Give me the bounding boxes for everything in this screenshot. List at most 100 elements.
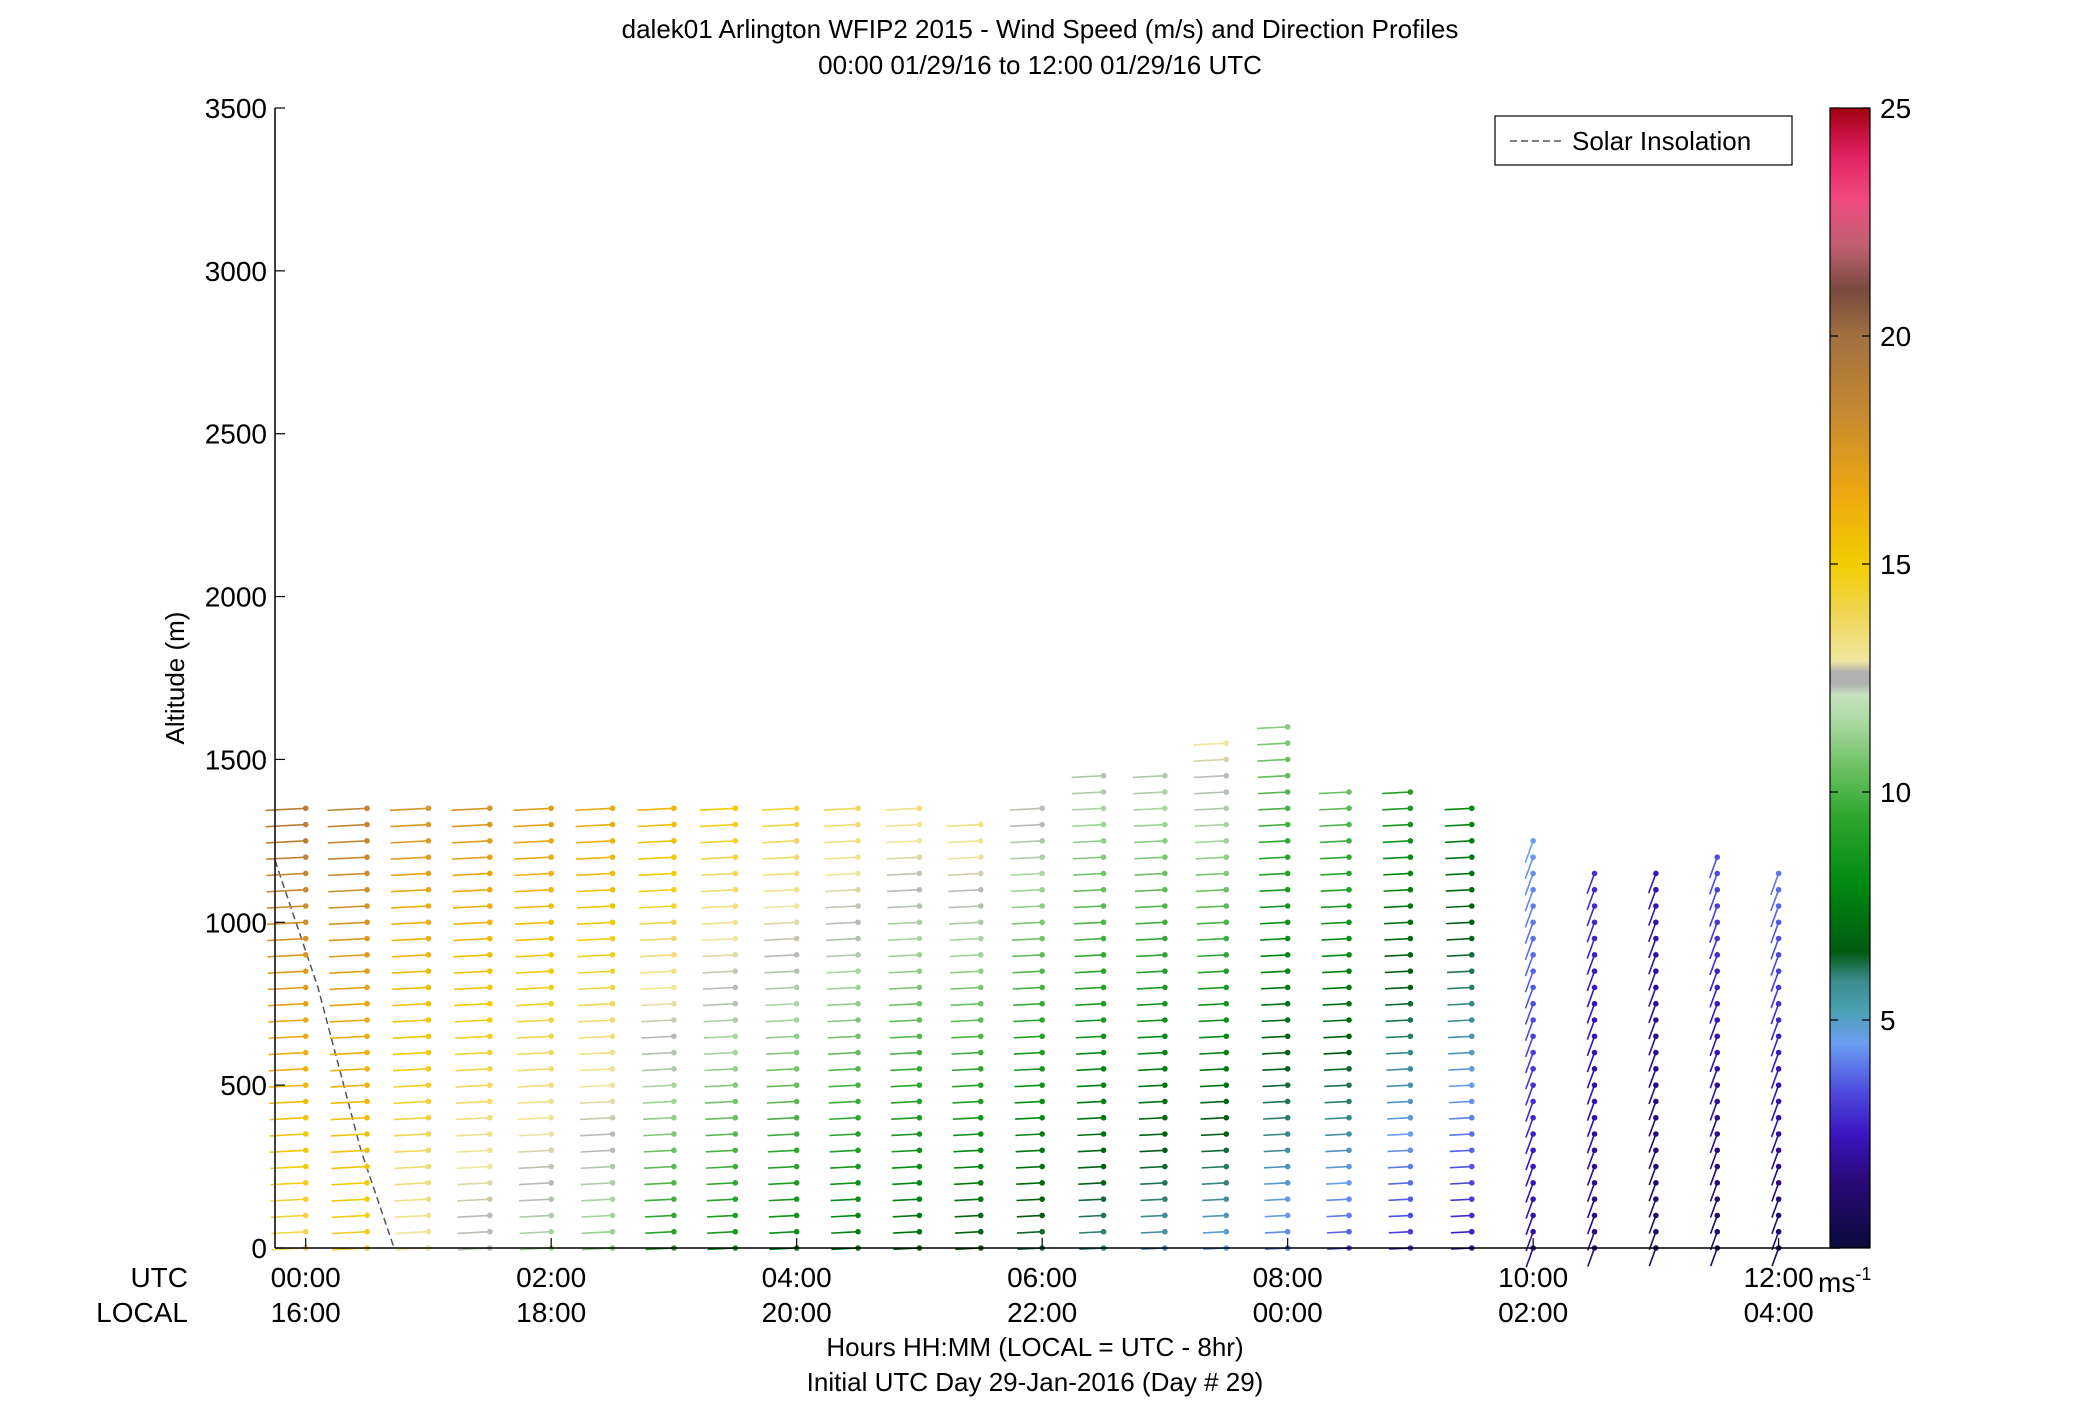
wind-barb-shaft [1709,1019,1719,1040]
wind-barb-shaft [1075,1019,1104,1023]
wind-barb-point [1223,1147,1230,1154]
wind-barb-shaft [1648,1166,1657,1186]
wind-barb-point [548,1180,554,1186]
wind-barb-shaft [392,1002,429,1007]
wind-barb-shaft [639,921,674,925]
wind-barb-shaft [1261,1002,1288,1006]
wind-barb-point [1039,870,1045,877]
wind-barb-shaft [1014,1084,1043,1088]
wind-barb-shaft [1078,1182,1104,1185]
wind-barb-shaft [1261,1035,1288,1039]
wind-barb-shaft [1136,954,1165,958]
wind-barb-point [609,805,616,812]
wind-barb-shaft [1263,1149,1288,1153]
wind-barb-shaft [1770,1101,1780,1122]
wind-barb-point [548,1131,554,1137]
wind-barb-shaft [885,807,920,811]
wind-barb-shaft [889,1019,920,1023]
wind-barb-point [1714,1049,1721,1056]
x-tick-label-utc: 12:00 [1744,1262,1814,1293]
wind-barb-shaft [1078,1230,1104,1234]
wind-barb-shaft [1771,1247,1780,1267]
wind-barb-shaft [1320,872,1350,876]
wind-barb-point [1284,919,1291,926]
wind-barb-shaft [1262,1068,1288,1071]
wind-barb-shaft [947,823,981,828]
wind-barb-point [1223,1098,1230,1105]
wind-barb-shaft [1525,1198,1534,1219]
wind-barb-shaft [1446,954,1472,957]
wind-barb-shaft [392,1035,429,1039]
wind-barb-point [364,870,370,877]
wind-barb-shaft [1197,937,1227,941]
wind-barb-point [1653,1098,1659,1105]
wind-barb-shaft [1134,888,1165,893]
wind-barb-point [1591,1049,1598,1056]
wind-barb-shaft [1524,1068,1534,1090]
wind-barb-point [609,838,616,844]
wind-barb-point [302,1228,309,1235]
wind-barb-point [671,903,677,909]
wind-barb-point [1346,1017,1352,1023]
wind-barb-shaft [451,807,490,812]
wind-barb-shaft [1197,970,1227,974]
wind-barb-shaft [515,986,552,991]
wind-barb-point [609,870,616,877]
wind-barb-shaft [950,986,981,990]
wind-barb-point [302,1098,309,1105]
wind-barb-point [977,903,984,909]
wind-barb-point [1346,935,1352,942]
wind-barb-shaft [1137,1051,1165,1055]
wind-barb-shaft [1015,1165,1043,1169]
wind-barb-point [1223,1196,1230,1202]
wind-barb-shaft [331,1182,368,1186]
wind-barb-shaft [829,1133,859,1137]
wind-barb-point [1468,919,1475,926]
wind-barb-shaft [1709,905,1719,927]
wind-barb-point [1223,1000,1230,1007]
wind-barb-shaft [331,1149,368,1153]
wind-barb-point [1407,1049,1414,1056]
wind-barb-point [1775,1017,1782,1023]
wind-barb-shaft [1198,986,1227,990]
wind-barb-point [732,1114,739,1121]
wind-barb-point [302,821,309,828]
wind-barb-point [855,1196,861,1202]
wind-barb-point [1284,1098,1291,1105]
wind-barb-shaft [887,921,920,925]
wind-barb-point [671,952,677,958]
wind-barb-shaft [1586,987,1596,1008]
wind-barb-shaft [706,1182,736,1186]
wind-barb-shaft [827,1019,859,1023]
wind-barb-point [916,1066,923,1072]
wind-barb-point [548,1082,554,1088]
wind-barb-point [855,919,861,926]
wind-barb-point [425,1212,432,1219]
wind-barb-shaft [330,1100,368,1105]
wind-barb-shaft [762,856,797,860]
wind-barb-shaft [519,1214,552,1218]
wind-barb-point [364,854,370,860]
wind-barb-point [1284,952,1291,958]
wind-barb-shaft [1013,1019,1043,1023]
wind-barb-point [1653,1066,1659,1072]
wind-barb-shaft [1388,1182,1411,1185]
wind-barb-shaft [1770,922,1780,944]
wind-barb-point [732,886,739,893]
wind-barb-point [1346,1163,1352,1170]
wind-barb-shaft [270,1214,306,1219]
wind-barb-point [548,1017,554,1023]
wind-barb-point [1653,1017,1659,1023]
wind-barb-point [1530,1180,1536,1186]
wind-barb-point [1100,854,1107,860]
wind-barb-point [1714,1114,1721,1121]
legend-entry-solar-insolation: Solar Insolation [1572,126,1751,156]
wind-barb-point [302,870,309,877]
wind-barb-point [671,1082,677,1088]
wind-barb-point [1162,1049,1168,1056]
wind-barb-point [977,1228,984,1235]
wind-barb-point [1530,1000,1536,1007]
wind-barb-point [487,838,493,844]
wind-barb-point [302,952,309,958]
wind-barb-shaft [268,1035,306,1040]
